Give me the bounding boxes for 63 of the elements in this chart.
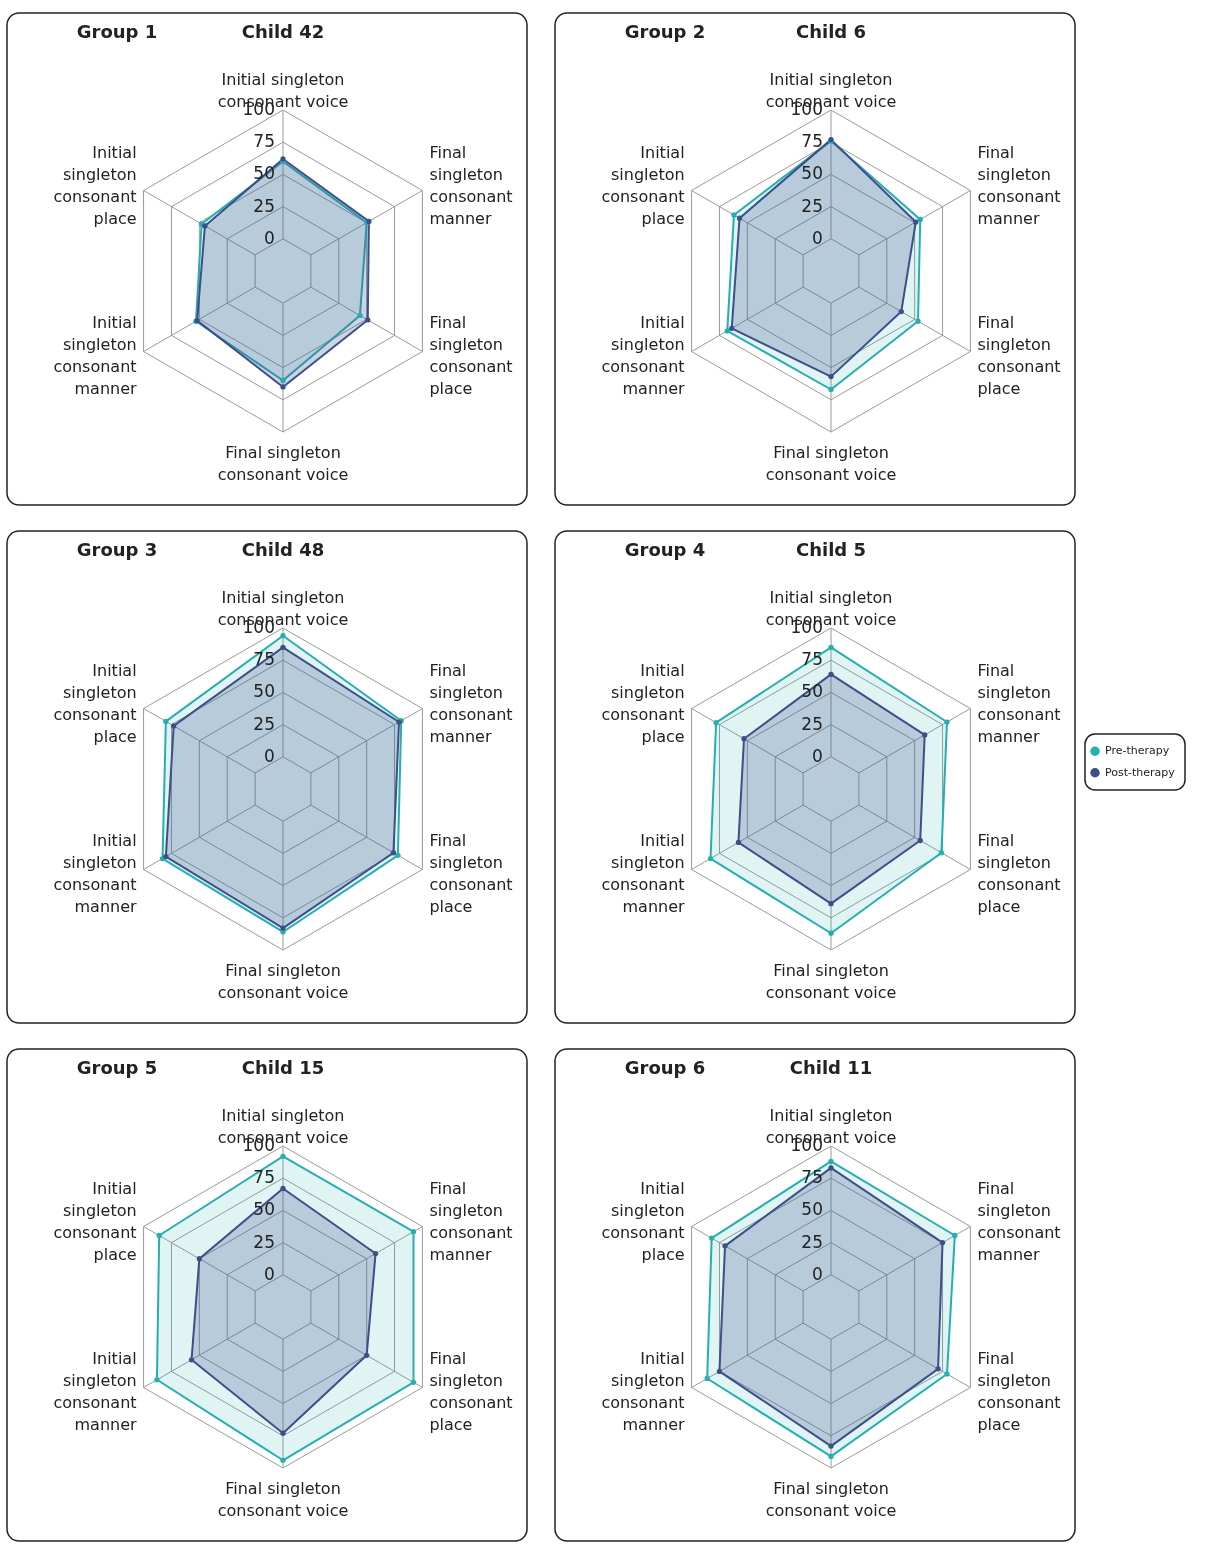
y-tick-label: 50 bbox=[801, 1199, 823, 1220]
y-tick-label: 75 bbox=[801, 131, 823, 152]
spoke-label: Final singleton consonant manner bbox=[977, 661, 1061, 747]
spoke-label: Initial singleton consonant place bbox=[53, 661, 137, 747]
y-tick-label: 0 bbox=[264, 1263, 275, 1284]
y-tick-label: 25 bbox=[801, 1231, 823, 1252]
chart-subtitle: Child 48 bbox=[241, 539, 325, 560]
chart-title: Group 3 bbox=[76, 539, 158, 560]
y-tick-label: 0 bbox=[812, 745, 823, 766]
chart-subtitle: Child 6 bbox=[795, 21, 867, 42]
y-tick-label: 25 bbox=[253, 1231, 275, 1252]
chart-title: Group 5 bbox=[76, 1057, 158, 1078]
y-tick-label: 50 bbox=[801, 163, 823, 184]
spoke-label: Final singleton consonant place bbox=[429, 312, 513, 398]
chart-title: Group 1 bbox=[76, 21, 158, 42]
y-tick-label: 75 bbox=[253, 131, 275, 152]
spoke-label: Initial singleton consonant place bbox=[601, 143, 685, 229]
y-tick-label: 25 bbox=[801, 713, 823, 734]
y-tick-label: 0 bbox=[264, 745, 275, 766]
y-tick-label: 50 bbox=[253, 1199, 275, 1220]
spoke-label: Final singleton consonant manner bbox=[977, 1179, 1061, 1265]
spoke-label: Final singleton consonant voice bbox=[217, 442, 349, 484]
spoke-label: Final singleton consonant manner bbox=[977, 143, 1061, 229]
spoke-label: Initial singleton consonant manner bbox=[53, 830, 138, 916]
spoke-label: Final singleton consonant place bbox=[977, 312, 1061, 398]
spoke-label: Final singleton consonant voice bbox=[765, 960, 897, 1002]
spoke-label: Initial singleton consonant manner bbox=[601, 830, 686, 916]
spoke-label: Final singleton consonant voice bbox=[217, 1478, 349, 1520]
chart-title: Group 6 bbox=[624, 1057, 706, 1078]
spoke-label: Final singleton consonant voice bbox=[765, 1478, 897, 1520]
spoke-label: Initial singleton consonant place bbox=[601, 1179, 685, 1265]
chart-title: Group 4 bbox=[624, 539, 706, 560]
spoke-label: Initial singleton consonant place bbox=[53, 1179, 137, 1265]
spoke-label: Final singleton consonant manner bbox=[429, 1179, 513, 1265]
chart-subtitle: Child 5 bbox=[795, 539, 867, 560]
spoke-label: Initial singleton consonant manner bbox=[601, 312, 686, 398]
legend-label: Pre-therapy bbox=[1105, 744, 1170, 758]
spoke-label: Initial singleton consonant manner bbox=[53, 1348, 138, 1434]
chart-subtitle: Child 11 bbox=[789, 1057, 873, 1078]
chart-subtitle: Child 42 bbox=[241, 21, 325, 42]
spoke-label: Initial singleton consonant manner bbox=[601, 1348, 686, 1434]
chart-title: Group 2 bbox=[624, 21, 706, 42]
y-tick-label: 0 bbox=[812, 227, 823, 248]
y-tick-label: 75 bbox=[253, 1167, 275, 1188]
spoke-label: Final singleton consonant place bbox=[429, 1348, 513, 1434]
y-tick-label: 25 bbox=[253, 195, 275, 216]
spoke-label: Final singleton consonant place bbox=[429, 830, 513, 916]
spoke-label: Final singleton consonant voice bbox=[765, 442, 897, 484]
y-tick-label: 50 bbox=[253, 681, 275, 702]
y-tick-label: 0 bbox=[812, 1263, 823, 1284]
legend-label: Post-therapy bbox=[1105, 765, 1176, 779]
spoke-label: Final singleton consonant manner bbox=[429, 143, 513, 229]
spoke-label: Final singleton consonant voice bbox=[217, 960, 349, 1002]
y-tick-label: 0 bbox=[264, 227, 275, 248]
y-tick-label: 25 bbox=[801, 195, 823, 216]
y-tick-label: 25 bbox=[253, 713, 275, 734]
spoke-label: Final singleton consonant place bbox=[977, 1348, 1061, 1434]
spoke-label: Final singleton consonant place bbox=[977, 830, 1061, 916]
spoke-label: Final singleton consonant manner bbox=[429, 661, 513, 747]
chart-subtitle: Child 15 bbox=[241, 1057, 325, 1078]
spoke-label: Initial singleton consonant place bbox=[53, 143, 137, 229]
spoke-label: Initial singleton consonant place bbox=[601, 661, 685, 747]
spoke-label: Initial singleton consonant manner bbox=[53, 312, 138, 398]
